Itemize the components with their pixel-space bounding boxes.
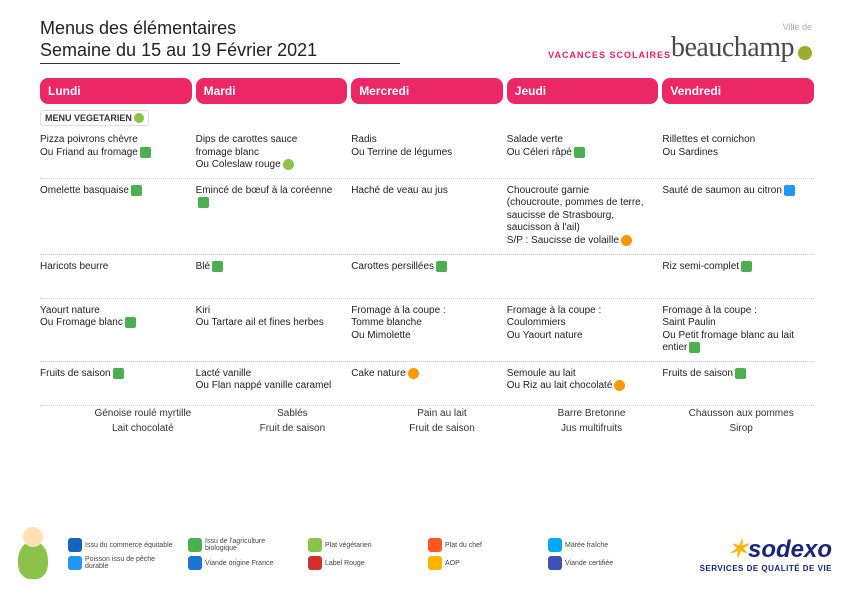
menu-cell: Omelette basquaise xyxy=(40,185,192,248)
menu-cell: Haricots beurre xyxy=(40,261,192,292)
cert-item: Viande certifiée xyxy=(548,556,658,570)
menu-cell: Lacté vanilleOu Flan nappé vanille caram… xyxy=(196,368,348,399)
snack-cell: Sablés xyxy=(220,408,366,419)
cert-icon xyxy=(68,556,82,570)
header: Menus des élémentaires Semaine du 15 au … xyxy=(0,0,842,70)
menu-cell xyxy=(507,261,659,292)
cert-icon xyxy=(428,538,442,552)
cert-badge-icon xyxy=(621,235,632,246)
page-subtitle: Semaine du 15 au 19 Février 2021 xyxy=(40,40,400,64)
cert-badge-icon xyxy=(198,197,209,208)
menu-row: Haricots beurreBléCarottes persillées Riz… xyxy=(40,255,814,299)
snack-cell: Fruit de saison xyxy=(220,423,366,434)
cert-badge-icon xyxy=(113,368,124,379)
cert-badge-icon xyxy=(125,317,136,328)
menu-row: Fruits de saisonLacté vanilleOu Flan nap… xyxy=(40,362,814,406)
snack-cell: Pain au lait xyxy=(369,408,515,419)
cert-icon xyxy=(308,538,322,552)
cert-badge-icon xyxy=(408,368,419,379)
day-header: Vendredi xyxy=(662,78,814,104)
mascot-icon xyxy=(10,519,60,589)
cert-icon xyxy=(428,556,442,570)
menu-cell: Fromage à la coupe :Tomme blancheOu Mimo… xyxy=(351,305,503,355)
title-block: Menus des élémentaires Semaine du 15 au … xyxy=(40,18,518,64)
vacation-label: VACANCES SCOLAIRES xyxy=(548,50,671,60)
cert-icon xyxy=(188,538,202,552)
city-logo: Ville de beauchamp xyxy=(671,22,812,64)
vegetarian-tag: MENU VEGETARIEN xyxy=(40,110,149,127)
cert-item: Issu de l'agriculture biologique xyxy=(188,538,298,552)
menu-cell: Dips de carottes sauce fromage blancOu C… xyxy=(196,134,348,172)
cert-badge-icon xyxy=(283,159,294,170)
certifications: Issu du commerce équitable Issu de l'agri… xyxy=(68,538,692,570)
cert-icon xyxy=(308,556,322,570)
menu-cell: Semoule au laitOu Riz au lait chocolaté xyxy=(507,368,659,399)
menu-cell: Sauté de saumon au citron xyxy=(662,185,814,248)
menu-row: Omelette basquaiseEmincé de bœuf à la co… xyxy=(40,179,814,255)
menu-cell: Cake nature xyxy=(351,368,503,399)
cert-item: Issu du commerce équitable xyxy=(68,538,178,552)
menu-cell: KiriOu Tartare ail et fines herbes xyxy=(196,305,348,355)
menu-cell: RadisOu Terrine de légumes xyxy=(351,134,503,172)
snack-cell: Fruit de saison xyxy=(369,423,515,434)
day-header: Mercredi xyxy=(351,78,503,104)
menu-cell: Fromage à la coupe :CoulommiersOu Yaourt… xyxy=(507,305,659,355)
cert-badge-icon xyxy=(741,261,752,272)
snack-cell: Jus multifruits xyxy=(519,423,665,434)
cert-icon xyxy=(548,556,562,570)
day-header: Jeudi xyxy=(507,78,659,104)
cert-item: Poisson issu de pêche durable xyxy=(68,556,178,570)
menu-cell: Yaourt natureOu Fromage blanc xyxy=(40,305,192,355)
cert-badge-icon xyxy=(131,185,142,196)
menu-cell: Fruits de saison xyxy=(662,368,814,399)
menu-cell: Riz semi-complet xyxy=(662,261,814,292)
menu-cell: Pizza poivrons chèvreOu Friand au fromag… xyxy=(40,134,192,172)
cert-icon xyxy=(548,538,562,552)
cert-item: Plat végétarien xyxy=(308,538,418,552)
cert-icon xyxy=(188,556,202,570)
cert-icon xyxy=(68,538,82,552)
snack-cell: Barre Bretonne xyxy=(519,408,665,419)
menu-grid: Pizza poivrons chèvreOu Friand au fromag… xyxy=(0,128,842,405)
menu-cell: Choucroute garnie(choucroute, pommes de … xyxy=(507,185,659,248)
snack-section: Génoise roulé myrtille SablésPain au lait… xyxy=(0,406,842,436)
menu-cell: Rillettes et cornichonOu Sardines xyxy=(662,134,814,172)
snack-cell: Lait chocolaté xyxy=(70,423,216,434)
menu-cell: Haché de veau au jus xyxy=(351,185,503,248)
day-header-row: LundiMardiMercrediJeudiVendredi xyxy=(0,70,842,104)
cert-badge-icon xyxy=(436,261,447,272)
cert-item: Viande origine France xyxy=(188,556,298,570)
leaf-icon xyxy=(134,113,144,123)
cert-item: Label Rouge xyxy=(308,556,418,570)
snack-row: Génoise roulé myrtille SablésPain au lait… xyxy=(0,406,842,421)
cert-item: AOP xyxy=(428,556,538,570)
menu-row: Pizza poivrons chèvreOu Friand au fromag… xyxy=(40,128,814,179)
menu-cell: Fromage à la coupe :Saint PaulinOu Petit… xyxy=(662,305,814,355)
day-header: Lundi xyxy=(40,78,192,104)
day-header: Mardi xyxy=(196,78,348,104)
menu-cell: Blé xyxy=(196,261,348,292)
olive-dot-icon xyxy=(798,46,812,60)
snack-cell: Chausson aux pommes xyxy=(668,408,814,419)
sodexo-logo: ✶sodexo SERVICES DE QUALITÉ DE VIE xyxy=(700,535,832,573)
cert-item: Marée fraîche xyxy=(548,538,658,552)
cert-badge-icon xyxy=(212,261,223,272)
cert-badge-icon xyxy=(574,147,585,158)
footer: Issu du commerce équitable Issu de l'agri… xyxy=(10,519,832,589)
snack-cell: Génoise roulé myrtille xyxy=(70,408,216,419)
snack-cell: Sirop xyxy=(668,423,814,434)
menu-cell: Salade verteOu Céleri râpé xyxy=(507,134,659,172)
menu-cell: Emincé de bœuf à la coréenne xyxy=(196,185,348,248)
menu-cell: Fruits de saison xyxy=(40,368,192,399)
cert-badge-icon xyxy=(140,147,151,158)
cert-badge-icon xyxy=(735,368,746,379)
cert-item: Plat du chef xyxy=(428,538,538,552)
page-title: Menus des élémentaires xyxy=(40,18,518,40)
menu-cell: Carottes persillées xyxy=(351,261,503,292)
snack-row: Lait chocolaté Fruit de saisonFruit de sa… xyxy=(0,421,842,436)
cert-badge-icon xyxy=(614,380,625,391)
cert-badge-icon xyxy=(689,342,700,353)
menu-row: Yaourt natureOu Fromage blancKiriOu Tart… xyxy=(40,299,814,362)
cert-badge-icon xyxy=(784,185,795,196)
